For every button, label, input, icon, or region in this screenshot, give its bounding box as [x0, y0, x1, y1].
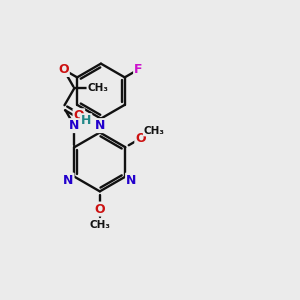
Text: CH₃: CH₃ [144, 125, 165, 136]
Text: O: O [74, 109, 84, 122]
Text: O: O [135, 132, 146, 145]
Text: O: O [58, 63, 69, 76]
Text: N: N [94, 119, 105, 132]
Text: H: H [81, 114, 91, 127]
Text: F: F [134, 63, 142, 76]
Text: CH₃: CH₃ [89, 220, 110, 230]
Text: O: O [94, 202, 105, 215]
Text: N: N [69, 119, 80, 132]
Text: N: N [63, 174, 74, 187]
Text: CH₃: CH₃ [87, 83, 108, 93]
Text: N: N [126, 174, 136, 187]
